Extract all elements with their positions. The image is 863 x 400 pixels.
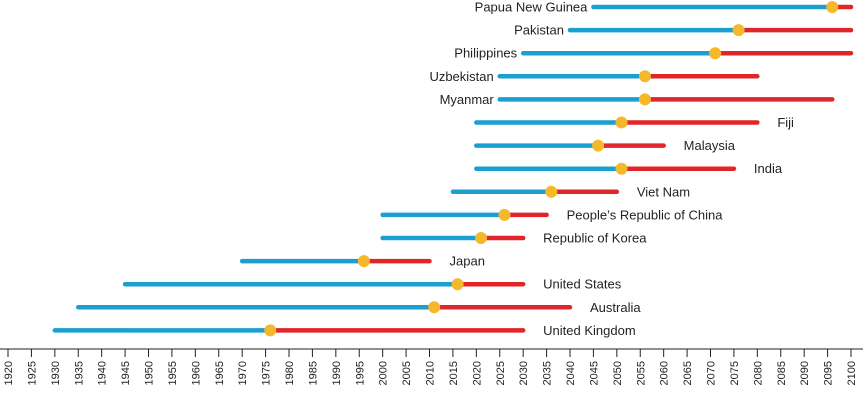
transition-marker — [592, 139, 605, 152]
transition-marker — [428, 301, 441, 314]
x-tick-label: 2030 — [518, 361, 530, 385]
x-tick-label: 1920 — [3, 361, 15, 385]
x-tick-label: 1955 — [167, 361, 179, 385]
x-tick-label: 2015 — [448, 361, 460, 385]
x-tick-label: 2050 — [612, 361, 624, 385]
x-tick-label: 1970 — [237, 361, 249, 385]
x-tick-label: 2070 — [706, 361, 718, 385]
x-tick-label: 2065 — [682, 361, 694, 385]
country-rows: Papua New Guinea Pakistan Philippines Uzbek… — [52, 0, 854, 338]
country-row: People’s Republic of China — [380, 207, 724, 222]
country-row: United States — [122, 277, 622, 292]
country-row: Myanmar — [440, 92, 835, 107]
x-tick-label: 2095 — [823, 361, 835, 385]
x-tick-label: 2040 — [565, 361, 577, 385]
country-row: Viet Nam — [450, 184, 690, 199]
transition-marker — [638, 93, 651, 106]
x-tick-label: 1930 — [50, 361, 62, 385]
x-tick-label: 1950 — [144, 361, 156, 385]
country-label: Viet Nam — [637, 184, 690, 199]
transition-marker — [264, 324, 277, 337]
country-row: Japan — [239, 254, 485, 269]
x-tick-label: 2000 — [378, 361, 390, 385]
country-label: Australia — [590, 300, 641, 315]
x-tick-label: 1995 — [354, 361, 366, 385]
x-tick-label: 1985 — [307, 361, 319, 385]
x-tick-label: 1960 — [190, 361, 202, 385]
country-label: Uzbekistan — [429, 69, 493, 84]
country-label: Myanmar — [440, 92, 495, 107]
x-tick-label: 1935 — [73, 361, 85, 385]
transition-marker — [357, 255, 370, 268]
country-row: Uzbekistan — [429, 69, 760, 84]
x-tick-label: 1945 — [120, 361, 132, 385]
country-label: United States — [543, 277, 622, 292]
transition-marker — [498, 208, 511, 221]
x-tick-label: 2055 — [635, 361, 647, 385]
x-tick-label: 2080 — [752, 361, 764, 385]
transition-marker — [732, 24, 745, 37]
x-tick-label: 2085 — [776, 361, 788, 385]
country-label: Republic of Korea — [543, 231, 647, 246]
country-row: Republic of Korea — [380, 231, 647, 246]
x-tick-label: 1975 — [261, 361, 273, 385]
country-row: Papua New Guinea — [475, 0, 854, 15]
country-row: Fiji — [474, 115, 794, 130]
x-tick-label: 2100 — [846, 361, 858, 385]
x-tick-label: 2005 — [401, 361, 413, 385]
x-tick-label: 1940 — [97, 361, 109, 385]
country-row: Pakistan — [514, 23, 854, 38]
transition-marker — [475, 232, 488, 244]
country-label: Pakistan — [514, 23, 564, 38]
country-label: People’s Republic of China — [567, 207, 724, 222]
country-label: Japan — [450, 254, 485, 269]
transition-marker — [451, 278, 464, 291]
country-label: United Kingdom — [543, 323, 636, 338]
x-tick-label: 2090 — [799, 361, 811, 385]
transition-marker — [615, 116, 628, 129]
country-row: India — [474, 161, 783, 176]
transition-marker — [826, 1, 839, 13]
x-tick-label: 2035 — [542, 361, 554, 385]
country-row: Philippines — [454, 46, 854, 61]
country-label: Fiji — [777, 115, 794, 130]
x-tick-label: 2025 — [495, 361, 507, 385]
x-tick-label: 1990 — [331, 361, 343, 385]
x-tick-label: 1925 — [26, 361, 38, 385]
country-row: Australia — [76, 300, 641, 315]
transition-marker — [709, 47, 722, 60]
x-tick-label: 2020 — [471, 361, 483, 385]
transition-marker — [615, 162, 628, 175]
x-tick-label: 2045 — [588, 361, 600, 385]
country-label: Philippines — [454, 46, 517, 61]
x-tick-label: 1980 — [284, 361, 296, 385]
transition-marker — [638, 70, 651, 83]
country-label: Papua New Guinea — [475, 0, 589, 15]
transition-marker — [545, 185, 558, 198]
country-row: Malaysia — [474, 138, 736, 153]
country-row: United Kingdom — [52, 323, 636, 338]
x-axis: 1920 1925 1930 1935 1940 1945 1950 1955 1960 1965… — [0, 348, 863, 385]
x-tick-label: 1965 — [214, 361, 226, 385]
x-tick-label: 2010 — [425, 361, 437, 385]
x-tick-label: 2075 — [729, 361, 741, 385]
country-label: India — [754, 161, 783, 176]
country-label: Malaysia — [684, 138, 736, 153]
x-tick-label: 2060 — [659, 361, 671, 385]
